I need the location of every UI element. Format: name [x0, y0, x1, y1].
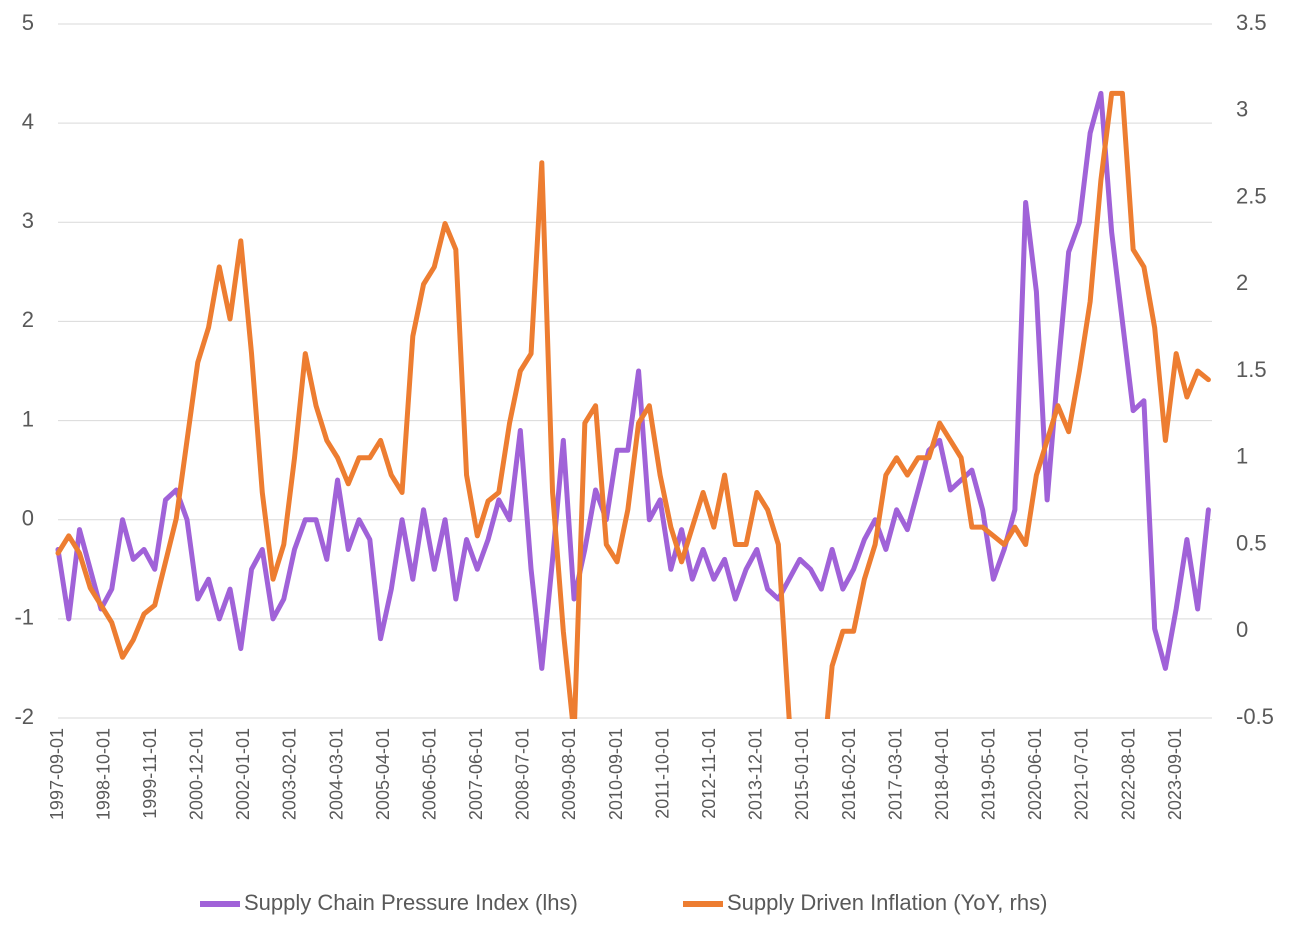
- x-tick-label: 2023-09-01: [1165, 728, 1185, 820]
- x-tick-label: 2008-07-01: [513, 728, 533, 820]
- x-tick-label: 2000-12-01: [187, 728, 207, 820]
- y2-tick-label: 1: [1236, 444, 1248, 469]
- x-tick-label: 2003-02-01: [280, 728, 300, 820]
- x-tick-label: 2022-08-01: [1118, 728, 1138, 820]
- x-tick-label: 2019-05-01: [979, 728, 999, 820]
- y2-tick-label: 0: [1236, 617, 1248, 642]
- y-tick-label: 1: [22, 406, 34, 431]
- x-tick-label: 1997-09-01: [47, 728, 67, 820]
- x-tick-label: 2002-01-01: [233, 728, 253, 820]
- y-tick-label: 2: [22, 307, 34, 332]
- series-line: [55, 90, 1211, 671]
- y2-tick-label: 1.5: [1236, 357, 1267, 382]
- x-tick-label: 2010-09-01: [606, 728, 626, 820]
- y-tick-label: 5: [22, 10, 34, 35]
- legend-label: Supply Driven Inflation (YoY, rhs): [727, 890, 1047, 915]
- x-tick-label: 2012-11-01: [699, 728, 719, 819]
- x-tick-label: 2007-06-01: [466, 728, 486, 820]
- x-tick-label: 2013-12-01: [746, 728, 766, 820]
- x-tick-label: 2015-01-01: [792, 728, 812, 820]
- y2-tick-label: 3: [1236, 97, 1248, 122]
- plot-area: [55, 90, 1211, 719]
- y-tick-label: -1: [14, 605, 34, 630]
- x-tick-label: 2018-04-01: [932, 728, 952, 820]
- legend-label: Supply Chain Pressure Index (lhs): [244, 890, 578, 915]
- x-tick-label: 2009-08-01: [559, 728, 579, 820]
- y-tick-label: 0: [22, 506, 34, 531]
- y2-tick-label: -0.5: [1236, 704, 1274, 729]
- x-tick-label: 2017-03-01: [885, 728, 905, 820]
- labels: -2 -1 0 1 2 3 4 5 -0.5 0 0.5 1 1.5 2 2.5 3 3.5 1997-09-01…: [14, 10, 1273, 915]
- x-tick-label: 2006-05-01: [419, 728, 439, 820]
- x-tick-label: 2005-04-01: [373, 728, 393, 820]
- y2-tick-label: 0.5: [1236, 530, 1267, 555]
- series-line: [55, 90, 1211, 719]
- y-tick-label: 4: [22, 109, 34, 134]
- x-tick-label: 1998-10-01: [93, 728, 113, 820]
- y-tick-label: 3: [22, 208, 34, 233]
- y2-tick-label: 2: [1236, 270, 1248, 295]
- x-tick-label: 2016-02-01: [839, 728, 859, 820]
- x-tick-label: 2004-03-01: [326, 728, 346, 820]
- y2-tick-label: 2.5: [1236, 183, 1267, 208]
- x-tick-label: 2021-07-01: [1072, 728, 1092, 820]
- x-tick-label: 2020-06-01: [1025, 728, 1045, 820]
- x-tick-label: 2011-10-01: [652, 728, 672, 819]
- y-tick-label: -2: [14, 704, 34, 729]
- x-tick-label: 1999-11-01: [140, 728, 160, 819]
- y2-tick-label: 3.5: [1236, 10, 1267, 35]
